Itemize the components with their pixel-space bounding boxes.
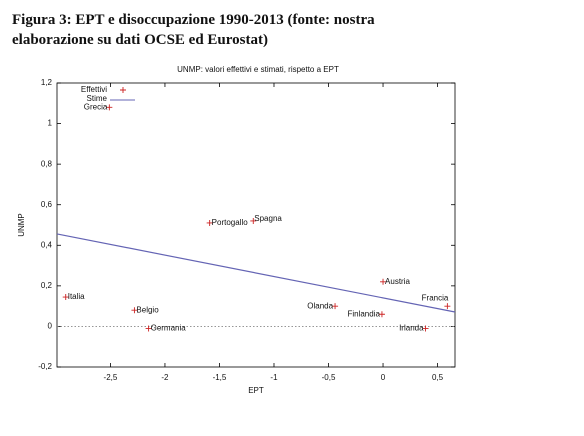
y-tick-label: 0,4 (41, 240, 53, 249)
legend-marker (120, 87, 126, 93)
x-tick-label: -2,5 (104, 373, 118, 382)
point-label: Olanda (307, 301, 333, 310)
x-axis-label: EPT (248, 386, 264, 395)
point-label: Belgio (136, 305, 159, 314)
point-label: Irlanda (399, 324, 424, 333)
point-marker (145, 325, 152, 332)
point-marker (378, 311, 385, 318)
point-label: Italia (68, 292, 85, 301)
caption-line: Figura 3: EPT e disoccupazione 1990-2013… (12, 12, 375, 28)
x-tick-label: -2 (161, 373, 169, 382)
point-marker (422, 325, 429, 332)
caption-line: elaborazione su dati OCSE ed Eurostat) (12, 32, 268, 48)
point-marker (250, 217, 257, 224)
point-label: Grecia (84, 102, 108, 111)
plot-frame (56, 82, 456, 368)
point-marker (206, 219, 213, 226)
point-label: Austria (385, 277, 410, 286)
y-tick-label: 0,8 (41, 159, 53, 168)
chart-title: UNMP: valori effettivi e stimati, rispet… (177, 65, 339, 74)
legend-label: Effettivi (81, 85, 107, 94)
x-tick-label: -1,5 (213, 373, 227, 382)
y-tick-label: 1,2 (41, 78, 53, 87)
point-label: Francia (422, 293, 449, 302)
point-label: Spagna (254, 214, 282, 223)
point-marker (62, 294, 69, 301)
y-tick-label: 0,2 (41, 281, 53, 290)
point-label: Germania (151, 324, 187, 333)
y-tick-label: -0,2 (38, 362, 52, 371)
y-tick-label: 0,6 (41, 200, 53, 209)
point-marker (332, 303, 339, 310)
legend-label: Stime (87, 94, 108, 103)
point-marker (106, 104, 113, 111)
point-label: Finlandia (347, 309, 380, 318)
x-tick-label: -0,5 (322, 373, 336, 382)
y-tick-label: 1 (48, 119, 53, 128)
fit-line (56, 233, 456, 313)
point-marker (131, 307, 138, 314)
point-marker (380, 278, 387, 285)
x-tick-label: 0 (381, 373, 386, 382)
point-marker (444, 303, 451, 310)
x-tick-label: -1 (270, 373, 278, 382)
y-tick-label: 0 (48, 322, 53, 331)
x-tick-label: 0,5 (432, 373, 444, 382)
y-axis-label: UNMP (17, 213, 26, 237)
point-label: Portogallo (212, 218, 249, 227)
